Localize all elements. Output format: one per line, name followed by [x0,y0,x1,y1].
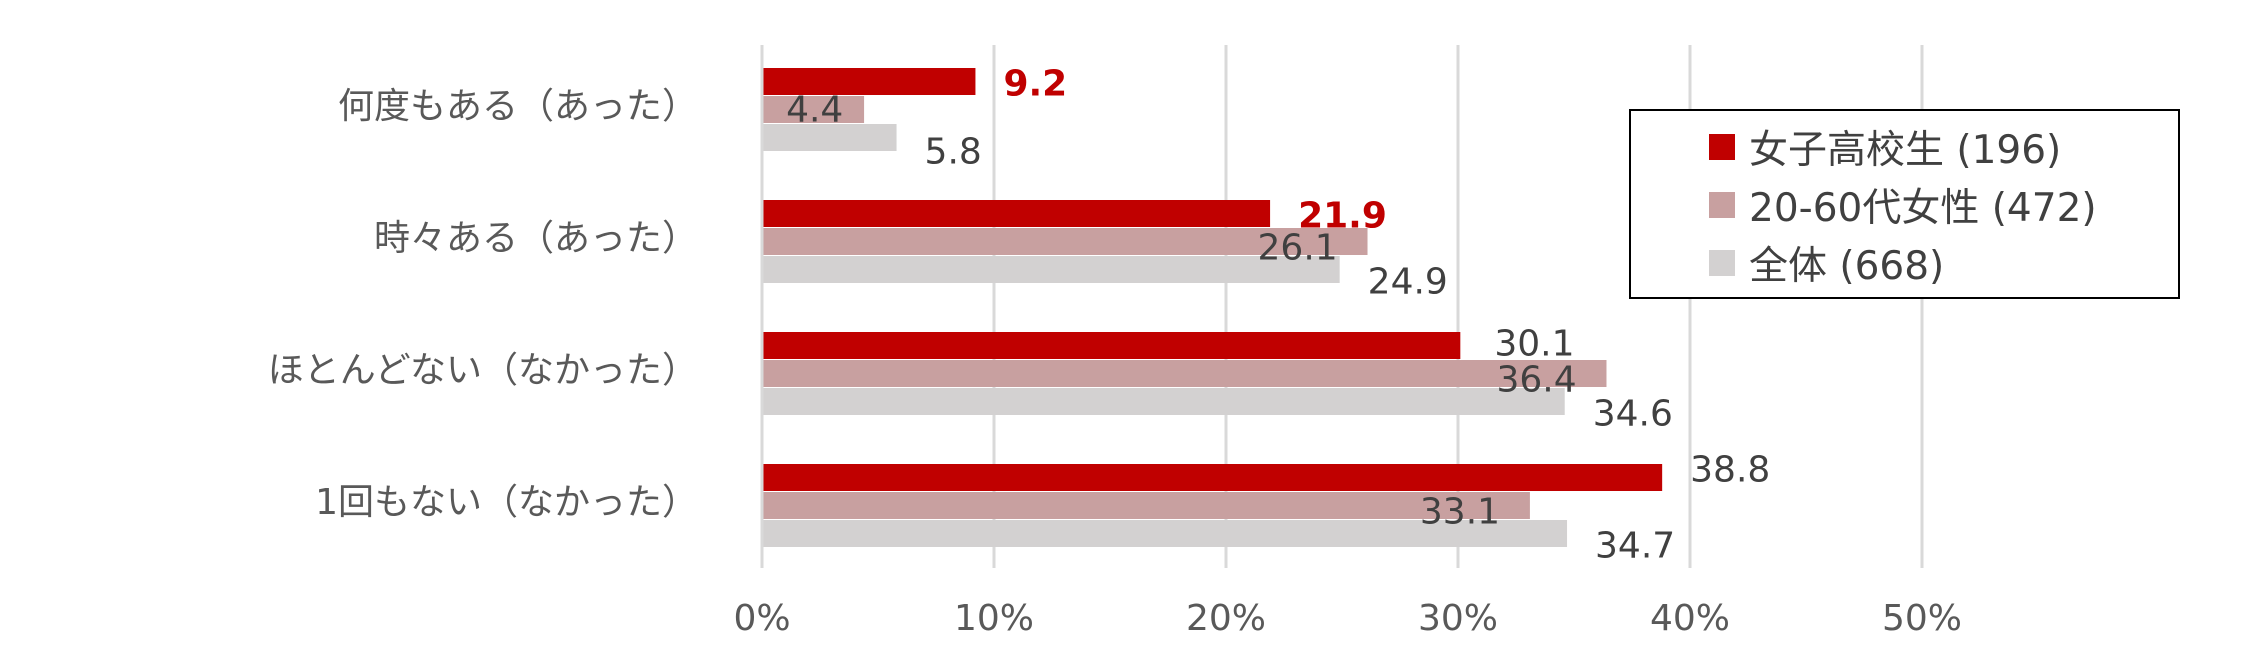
data-label: 26.1 [1258,228,1338,269]
bar [762,68,976,95]
bar [762,520,1568,547]
legend-item-highschool: 女子高校生 (196) [1709,127,2061,173]
bar [762,228,1368,255]
bar [762,96,865,123]
legend-swatch-women [1709,192,1735,218]
x-tick-label: 50% [1882,598,1962,639]
category-label: ほとんどない（なかった） [268,350,698,391]
legend-swatch-highschool [1709,134,1735,160]
category-label: 何度もある（あった） [338,86,698,127]
legend-label-highschool: 女子高校生 (196) [1749,128,2062,173]
category-label: 時々ある（あった） [374,218,698,259]
data-label: 30.1 [1494,324,1574,365]
legend-swatch-all [1709,250,1735,276]
bar [762,200,1271,227]
x-tick-label: 30% [1418,598,1498,639]
data-label: 5.8 [925,132,982,173]
data-label: 36.4 [1496,360,1576,401]
data-label: 24.9 [1368,262,1448,303]
bar [762,492,1530,519]
bar [762,124,897,151]
x-tick-label: 10% [954,598,1034,639]
data-label: 34.6 [1593,394,1673,435]
legend-label-women: 20-60代女性 (472) [1749,186,2097,231]
bar [762,464,1663,491]
x-tick-label: 0% [733,598,790,639]
bar [762,256,1340,283]
data-label: 21.9 [1298,196,1387,237]
data-label: 34.7 [1595,526,1675,567]
data-label: 9.2 [1003,64,1067,105]
bar [762,388,1565,415]
legend-item-all: 全体 (668) [1709,243,1944,289]
legend-label-all: 全体 (668) [1749,244,1945,289]
data-label: 4.4 [786,90,843,131]
x-tick-label: 40% [1650,598,1730,639]
data-label: 33.1 [1420,492,1500,533]
category-label: 1回もない（なかった） [315,482,698,523]
legend: 女子高校生 (196) 20-60代女性 (472) 全体 (668) [1629,109,2180,299]
data-label: 38.8 [1690,450,1770,491]
legend-item-women: 20-60代女性 (472) [1709,185,2097,231]
x-tick-label: 20% [1186,598,1266,639]
bar [762,332,1461,359]
bar [762,360,1607,387]
